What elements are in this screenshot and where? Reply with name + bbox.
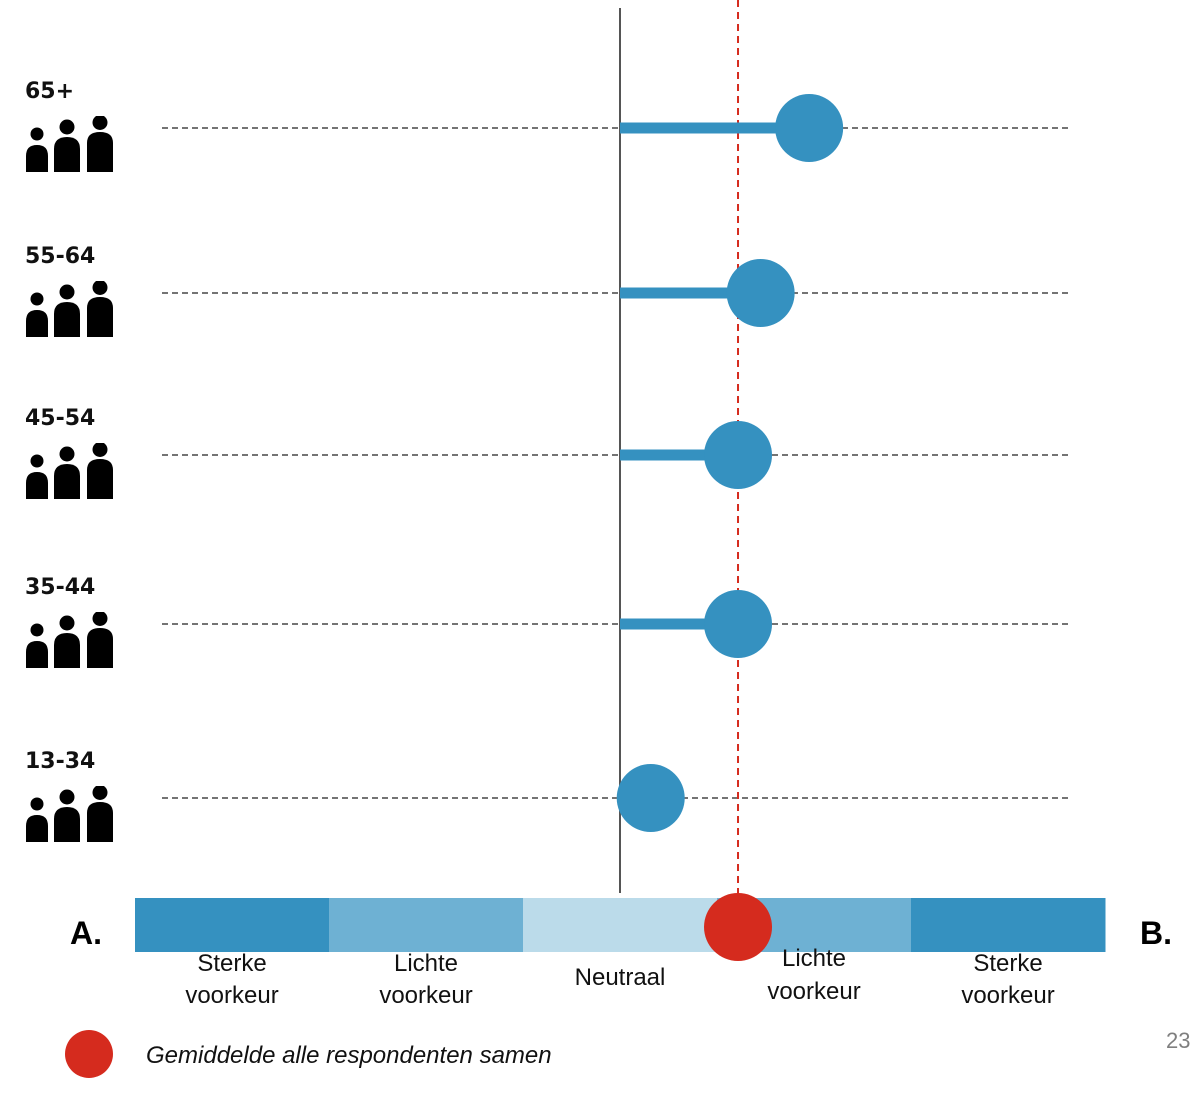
page-number: 23 bbox=[1166, 1028, 1190, 1053]
people-icon bbox=[26, 443, 113, 499]
people-icon bbox=[26, 612, 113, 668]
age-group-label: 45-54 bbox=[25, 406, 95, 431]
scale-category-label: Lichte bbox=[782, 945, 846, 972]
age-group-label: 65+ bbox=[25, 79, 74, 104]
age-group-row: 65+ bbox=[25, 79, 844, 172]
scale-category-label: Sterke bbox=[973, 950, 1042, 977]
row-guides bbox=[162, 127, 1068, 799]
scale-category-label: Neutraal bbox=[575, 964, 666, 991]
scale-category-label: voorkeur bbox=[185, 982, 278, 1009]
average-marker bbox=[704, 893, 773, 961]
preference-scale-bar bbox=[135, 898, 1106, 952]
scale-category-label: voorkeur bbox=[379, 982, 472, 1009]
scale-segment bbox=[135, 898, 330, 952]
scale-segment bbox=[329, 898, 524, 952]
scale-category-label: Sterke bbox=[197, 950, 266, 977]
legend-average-dot bbox=[65, 1030, 113, 1078]
scale-category-label: Lichte bbox=[394, 950, 458, 977]
people-icon bbox=[26, 786, 113, 842]
scale-right-label: B. bbox=[1140, 915, 1172, 951]
scale-segment bbox=[911, 898, 1106, 952]
age-group-row: 13-34 bbox=[25, 749, 685, 842]
age-group-label: 35-44 bbox=[25, 575, 95, 600]
group-value-dot bbox=[704, 421, 773, 489]
scale-category-labels: Sterke voorkeur Lichte voorkeur Neutraal Lich… bbox=[185, 945, 1054, 1009]
age-group-rows: 65+ 55-64 45-54 35-44 13-34 bbox=[25, 79, 844, 842]
scale-category-label: voorkeur bbox=[767, 978, 860, 1005]
group-value-dot bbox=[704, 590, 773, 658]
people-icon bbox=[26, 116, 113, 172]
group-value-dot bbox=[775, 94, 844, 162]
group-value-dot bbox=[726, 259, 795, 327]
scale-segment bbox=[523, 898, 718, 952]
age-group-row: 45-54 bbox=[25, 406, 773, 499]
age-group-row: 55-64 bbox=[25, 244, 795, 337]
age-group-row: 35-44 bbox=[25, 575, 773, 668]
scale-category-label: voorkeur bbox=[961, 982, 1054, 1009]
age-group-label: 13-34 bbox=[25, 749, 95, 774]
age-group-label: 55-64 bbox=[25, 244, 95, 269]
legend-average-label: Gemiddelde alle respondenten samen bbox=[146, 1042, 552, 1069]
legend: Gemiddelde alle respondenten samen bbox=[65, 1030, 552, 1078]
people-icon bbox=[26, 281, 113, 337]
group-value-dot bbox=[616, 764, 685, 832]
scale-left-label: A. bbox=[70, 915, 102, 951]
